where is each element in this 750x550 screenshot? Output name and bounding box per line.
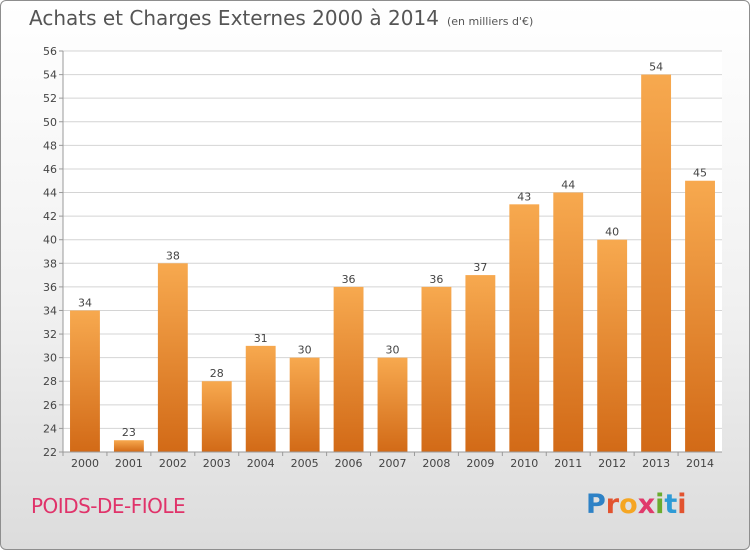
y-tick-label: 22 <box>43 446 57 459</box>
y-tick-label: 50 <box>43 116 57 129</box>
x-tick-label: 2004 <box>247 457 275 470</box>
x-tick-label: 2011 <box>554 457 582 470</box>
x-tick-label: 2005 <box>291 457 319 470</box>
x-tick-label: 2002 <box>159 457 187 470</box>
data-label: 28 <box>210 367 224 380</box>
x-tick-label: 2008 <box>422 457 450 470</box>
y-tick-label: 42 <box>43 210 57 223</box>
y-tick-label: 44 <box>43 187 57 200</box>
x-tick-label: 2006 <box>335 457 363 470</box>
y-tick-label: 54 <box>43 69 57 82</box>
y-axis-ticks: 22 24 26 28 30 32 34 36 38 40 42 44 46 48 50 52 54 56 <box>43 45 63 459</box>
data-label: 30 <box>386 344 400 357</box>
x-tick-label: 2014 <box>686 457 714 470</box>
bar-2014 <box>685 180 715 452</box>
bar-2010 <box>509 204 540 452</box>
bar-2008 <box>421 286 452 452</box>
x-tick-label: 2012 <box>598 457 626 470</box>
data-label: 38 <box>166 249 180 262</box>
y-tick-label: 56 <box>43 45 57 58</box>
bar-2012 <box>597 239 628 452</box>
data-label: 37 <box>473 261 487 274</box>
bar-2009 <box>465 275 496 452</box>
bar-2000 <box>70 310 100 452</box>
data-label: 44 <box>561 179 575 192</box>
x-tick-label: 2003 <box>203 457 231 470</box>
y-tick-label: 28 <box>43 375 57 388</box>
data-label: 43 <box>517 190 531 203</box>
bar-2003 <box>201 381 232 452</box>
y-tick-label: 38 <box>43 257 57 270</box>
data-label: 34 <box>78 296 92 309</box>
y-tick-label: 24 <box>43 422 57 435</box>
y-tick-label: 46 <box>43 163 57 176</box>
y-tick-label: 30 <box>43 352 57 365</box>
proxiti-logo: Proxiti <box>586 489 687 520</box>
data-label: 36 <box>342 273 356 286</box>
x-tick-label: 2009 <box>466 457 494 470</box>
bar-2001 <box>113 440 144 452</box>
y-tick-label: 34 <box>43 304 57 317</box>
x-tick-label: 2007 <box>379 457 407 470</box>
data-label: 36 <box>429 273 443 286</box>
y-tick-label: 32 <box>43 328 57 341</box>
data-label: 45 <box>693 167 707 180</box>
bar-2013 <box>641 74 672 453</box>
data-label: 40 <box>605 226 619 239</box>
data-label: 23 <box>122 426 136 439</box>
data-label: 54 <box>649 61 663 74</box>
x-tick-label: 2001 <box>115 457 143 470</box>
chart-subtitle: (en milliers d'€) <box>446 15 534 28</box>
data-label: 30 <box>298 344 312 357</box>
y-tick-label: 26 <box>43 399 57 412</box>
chart-title-block: Achats et Charges Externes 2000 à 2014 (e… <box>29 6 533 30</box>
bar-2007 <box>377 357 408 452</box>
bars: 34 23 38 28 31 30 36 30 36 37 43 44 40 54 45 <box>70 61 715 453</box>
y-tick-label: 36 <box>43 281 57 294</box>
x-tick-label: 2000 <box>71 457 99 470</box>
y-tick-label: 52 <box>43 92 57 105</box>
bar-2005 <box>289 357 320 452</box>
bar-2011 <box>553 192 584 452</box>
x-tick-label: 2013 <box>642 457 670 470</box>
y-tick-label: 48 <box>43 139 57 152</box>
bar-2002 <box>157 263 188 452</box>
x-axis-ticks: 2000 2001 2002 2003 2004 2005 2006 2007 2008 2009… <box>62 452 714 470</box>
y-tick-label: 40 <box>43 234 57 247</box>
bar-2006 <box>333 286 364 452</box>
data-label: 31 <box>254 332 268 345</box>
chart-title: Achats et Charges Externes 2000 à 2014 <box>29 6 439 30</box>
town-name: POIDS-DE-FIOLE <box>31 494 186 518</box>
bar-2004 <box>245 345 276 452</box>
x-tick-label: 2010 <box>510 457 538 470</box>
